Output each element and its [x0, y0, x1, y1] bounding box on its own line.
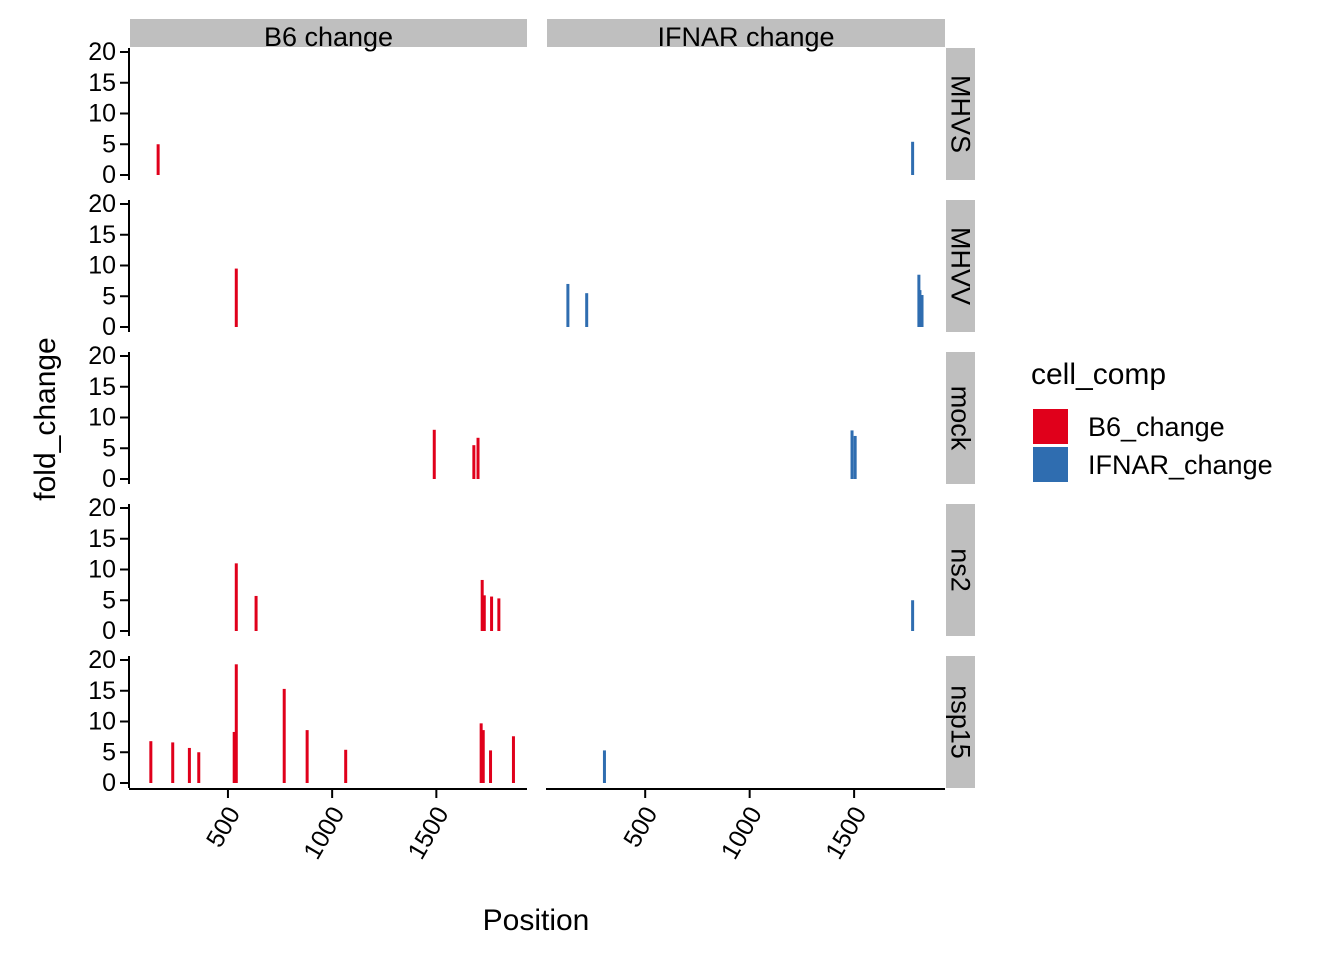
bar	[197, 752, 201, 783]
y-tick-label: 15	[88, 373, 116, 401]
bar	[511, 736, 515, 783]
bar	[497, 598, 501, 631]
y-tick-label: 0	[102, 769, 116, 797]
x-tick-label: 1500	[820, 802, 872, 864]
bar	[232, 731, 236, 783]
y-tick-label: 15	[88, 221, 116, 249]
x-tick-label: 1000	[298, 802, 350, 864]
panel-IFNAR_change-MHVV	[566, 274, 924, 327]
y-tick-label: 0	[102, 313, 116, 341]
y-tick-label: 0	[102, 617, 116, 645]
facet-strip-B6_change	[130, 19, 527, 47]
bar	[918, 290, 922, 327]
legend-label-IFNAR_change: IFNAR_change	[1088, 450, 1273, 480]
y-tick-label: 10	[88, 708, 116, 736]
bar	[490, 596, 494, 631]
y-tick-label: 0	[102, 161, 116, 189]
y-tick-label: 10	[88, 404, 116, 432]
x-tick-label: 500	[201, 802, 246, 852]
bar	[234, 563, 238, 631]
y-tick-label: 15	[88, 525, 116, 553]
bar	[305, 730, 309, 783]
panel-IFNAR_change-nsp15	[602, 750, 606, 783]
facet-strip-MHVV	[946, 200, 975, 332]
x-tick-label: 500	[618, 802, 663, 852]
y-axis-label: fold_change	[29, 337, 62, 500]
legend-key-B6_change	[1033, 409, 1068, 444]
y-tick-label: 20	[88, 646, 116, 674]
bar	[432, 429, 436, 479]
bar	[853, 435, 857, 479]
legend-label-B6_change: B6_change	[1088, 412, 1225, 442]
facet-strip-label-B6_change: B6 change	[264, 22, 393, 52]
panel-IFNAR_change-mock	[850, 430, 857, 479]
facet-strip-label-IFNAR_change: IFNAR change	[657, 22, 834, 52]
x-tick-label: 1500	[402, 802, 454, 864]
panel-IFNAR_change-MHVS	[911, 141, 915, 175]
y-tick-label: 10	[88, 556, 116, 584]
bar	[476, 437, 480, 479]
x-tick-label: 1000	[716, 802, 768, 864]
panel-B6_change-mock	[432, 429, 480, 479]
bar	[187, 747, 191, 783]
bar	[156, 144, 160, 175]
y-tick-label: 10	[88, 100, 116, 128]
y-tick-label: 10	[88, 252, 116, 280]
facet-strip-IFNAR_change	[547, 19, 945, 47]
bar	[850, 430, 854, 479]
panel-B6_change-nsp15	[149, 664, 515, 783]
bar	[149, 741, 153, 783]
bar	[566, 283, 570, 327]
bar	[234, 268, 238, 327]
bar	[344, 749, 348, 783]
y-tick-label: 20	[88, 342, 116, 370]
y-tick-label: 20	[88, 38, 116, 66]
facet-strip-label-MHVS: MHVS	[946, 75, 976, 153]
bar	[480, 579, 484, 631]
panel-B6_change-MHVV	[234, 268, 238, 327]
bar	[254, 595, 258, 631]
facet-strip-label-nsp15: nsp15	[946, 685, 976, 759]
bar	[234, 664, 238, 783]
bar	[602, 750, 606, 783]
legend-key-IFNAR_change	[1033, 447, 1068, 482]
facet-strip-nsp15	[946, 656, 975, 788]
y-tick-label: 5	[102, 586, 116, 614]
facet-strip-ns2	[946, 504, 975, 636]
bar	[481, 730, 485, 783]
legend-title: cell_comp	[1031, 358, 1166, 391]
y-tick-label: 5	[102, 282, 116, 310]
facet-strip-MHVS	[946, 48, 975, 180]
y-tick-label: 0	[102, 465, 116, 493]
bar	[479, 723, 483, 783]
y-tick-label: 15	[88, 677, 116, 705]
bar	[489, 750, 493, 783]
panel-B6_change-ns2	[234, 563, 501, 631]
y-tick-label: 15	[88, 69, 116, 97]
y-tick-label: 5	[102, 434, 116, 462]
x-axis-label: Position	[483, 904, 590, 937]
facet-strip-label-MHVV: MHVV	[946, 227, 976, 305]
facet-strip-label-ns2: ns2	[946, 548, 976, 592]
bar	[472, 445, 476, 479]
facet-strip-label-mock: mock	[946, 386, 976, 451]
y-tick-label: 5	[102, 738, 116, 766]
bar	[282, 688, 286, 783]
y-tick-label: 5	[102, 130, 116, 158]
bar	[585, 293, 589, 327]
y-tick-label: 20	[88, 190, 116, 218]
y-tick-label: 20	[88, 494, 116, 522]
bar	[920, 295, 924, 327]
legend: cell_comp B6_change IFNAR_change	[1031, 358, 1273, 482]
bar	[911, 141, 915, 175]
bar	[911, 600, 915, 631]
facet-strip-mock	[946, 352, 975, 484]
bar	[482, 595, 486, 631]
panel-B6_change-MHVS	[156, 144, 160, 175]
panel-IFNAR_change-ns2	[911, 600, 915, 631]
bar	[171, 742, 175, 783]
